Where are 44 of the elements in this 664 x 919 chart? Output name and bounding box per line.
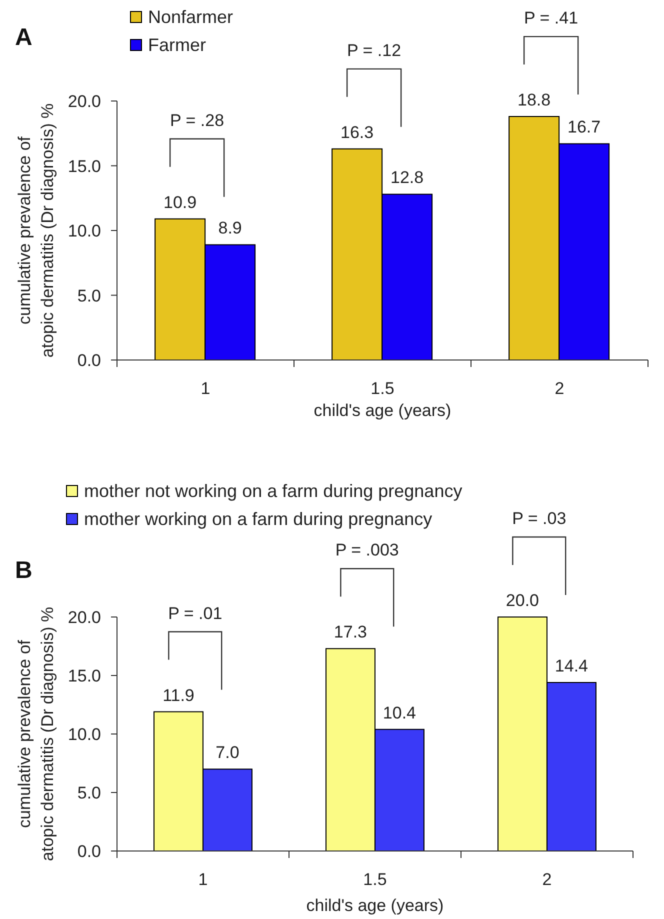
chart-title: B: [15, 557, 32, 584]
text: P = .03: [512, 508, 566, 528]
y-tick-label: 5.0: [77, 784, 101, 803]
y-tick-label: 20.0: [68, 92, 101, 112]
y-axis-title: cumulative prevalence of atopic dermatitis (Dr diagnosis) %: [15, 606, 57, 862]
text: P = .003: [335, 540, 399, 560]
data-label: 20.0: [506, 590, 540, 610]
x-tick-label: 2: [542, 870, 552, 888]
y-tick-label: 0.0: [77, 351, 101, 370]
y-tick-label: 15.0: [68, 156, 101, 176]
data-label: 8.9: [218, 218, 242, 238]
data-label: 14.4: [554, 656, 588, 676]
data-label: 11.9: [162, 685, 194, 704]
chart-title: A: [15, 24, 32, 51]
y-tick-label: 0.0: [77, 842, 101, 862]
y-tick-label: 20.0: [68, 608, 101, 628]
legend-label: Farmer: [148, 34, 206, 54]
x-tick-label: 1.5: [363, 870, 387, 888]
x-tick-label: 1.5: [370, 378, 394, 398]
data-label: 17.3: [334, 622, 368, 642]
data-label: 10.4: [382, 702, 416, 722]
annotation: P = .01: [168, 603, 222, 622]
x-tick-label: 2: [554, 378, 564, 398]
x-tick-label: 1: [200, 378, 210, 398]
x-axis-title: child's age (years): [314, 401, 452, 420]
legend-label: Nonfarmer: [148, 6, 234, 26]
x-axis-title: child's age (years): [306, 896, 444, 915]
annotation: P = .28: [170, 110, 224, 130]
y-tick-label: 10.0: [68, 725, 101, 744]
text: P = .12: [347, 40, 402, 60]
data-label: 10.9: [164, 192, 197, 212]
data-label: 16.3: [340, 122, 374, 142]
y-axis-title: cumulative prevalence of atopic dermatitis (Dr diagnosis) %: [15, 103, 57, 358]
legend-label: mother not working on a farm during pregnancy: [84, 480, 462, 500]
y-tick-label: 10.0: [68, 222, 101, 241]
data-label: 12.8: [390, 168, 424, 187]
data-label: 18.8: [518, 90, 551, 110]
y-tick-label: 5.0: [77, 286, 101, 306]
x-tick-label: 1: [198, 870, 208, 888]
y-tick-label: 15.0: [68, 666, 101, 686]
legend-label: mother working on a farm during pregnancy: [84, 508, 432, 528]
data-label: 16.7: [568, 117, 601, 136]
text: P = .41: [524, 8, 578, 28]
data-label: 7.0: [216, 742, 240, 762]
